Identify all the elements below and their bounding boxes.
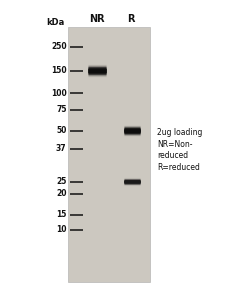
Text: 100: 100	[51, 88, 67, 98]
Text: 150: 150	[51, 66, 67, 75]
Text: 10: 10	[56, 225, 67, 234]
Text: R: R	[127, 14, 134, 25]
Text: 50: 50	[56, 126, 67, 135]
Text: 75: 75	[56, 105, 67, 114]
Text: 250: 250	[51, 42, 67, 51]
Text: 15: 15	[56, 210, 67, 219]
Text: kDa: kDa	[46, 18, 64, 27]
Text: 20: 20	[56, 189, 67, 198]
Text: 25: 25	[56, 177, 67, 186]
Text: 2ug loading
NR=Non-
reduced
R=reduced: 2ug loading NR=Non- reduced R=reduced	[157, 128, 203, 172]
Bar	[68, 27, 150, 282]
Text: NR: NR	[89, 14, 105, 25]
Text: 37: 37	[56, 144, 67, 153]
